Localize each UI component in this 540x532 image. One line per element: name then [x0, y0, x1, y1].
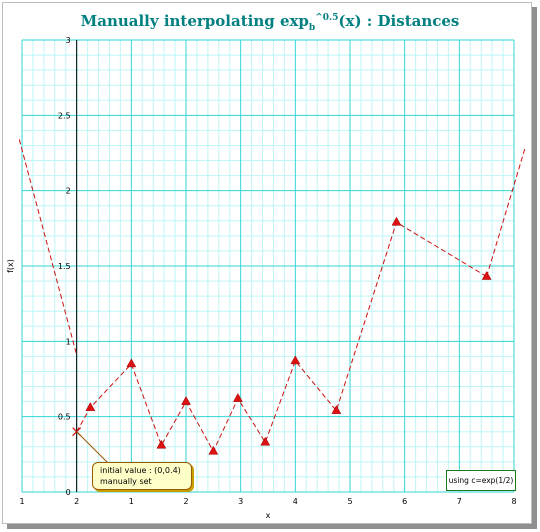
chart-title: Manually interpolating expb^0.5(x) : Dis…: [0, 12, 540, 33]
x-tick-label: 3: [238, 497, 243, 506]
y-tick-label: 2.5: [58, 111, 71, 120]
y-tick-label: 3: [66, 36, 71, 45]
y-tick-label: 2: [66, 187, 71, 196]
annotation-pointer: [76, 431, 109, 464]
title-subscript: b: [308, 23, 316, 33]
annotation-line-1: initial value : (0,0.4): [100, 466, 181, 475]
data-point-marker: [208, 445, 219, 455]
y-tick-label: 1.5: [58, 262, 71, 271]
y-tick-label: 0: [66, 488, 71, 497]
y-tick-label: 1: [66, 337, 71, 346]
x-tick-label: 4: [293, 497, 298, 506]
major-grid: [21, 39, 515, 493]
x-tick-label: 1: [129, 497, 134, 506]
title-main: Manually interpolating exp: [80, 12, 309, 30]
data-point-marker: [126, 358, 137, 368]
data-point-marker: [290, 355, 301, 365]
y-axis-label: f(x): [6, 259, 15, 273]
series-line-2: [486, 148, 526, 277]
y-tick-labels: 0 0.5 1 1.5 2 2.5 3: [58, 36, 71, 497]
data-point-marker: [156, 439, 167, 449]
data-point-marker: [233, 393, 243, 402]
x-tick-label: 2: [183, 497, 188, 506]
x-tick-label: 1: [19, 497, 24, 506]
x-tick-label: 6: [402, 497, 407, 506]
annotation-box: initial value : (0,0.4) manually set: [92, 462, 192, 490]
data-point-marker: [331, 405, 342, 414]
x-tick-label: 7: [457, 497, 462, 506]
series-group: [18, 139, 526, 455]
y-tick-label: 0.5: [58, 413, 71, 422]
data-point-marker: [391, 216, 402, 226]
data-point-marker: [260, 436, 271, 446]
data-point-marker: [85, 402, 96, 411]
x-axis-label: x: [266, 511, 271, 520]
series-line-0: [18, 139, 78, 356]
data-point-marker: [181, 396, 191, 405]
x-tick-label: 2: [74, 497, 79, 506]
legend-box: using c=exp(1/2): [446, 470, 516, 491]
x-tick-labels: 1 2 1 2 3 4 5 6 7 8: [19, 497, 516, 506]
title-superscript: ^0.5: [315, 13, 339, 23]
title-rest: (x) : Distances: [338, 12, 460, 30]
x-tick-label: 5: [347, 497, 352, 506]
x-tick-label: 8: [511, 497, 516, 506]
annotation-line-2: manually set: [100, 477, 152, 486]
